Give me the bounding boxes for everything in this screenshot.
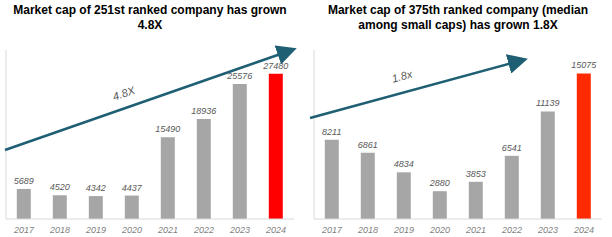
svg-text:2880: 2880 xyxy=(429,178,450,188)
svg-text:4834: 4834 xyxy=(394,159,414,169)
svg-text:4342: 4342 xyxy=(86,183,106,193)
svg-text:2022: 2022 xyxy=(501,225,522,235)
svg-text:6541: 6541 xyxy=(502,143,522,153)
svg-text:3853: 3853 xyxy=(466,169,486,179)
svg-text:2017: 2017 xyxy=(321,225,343,235)
svg-text:2019: 2019 xyxy=(393,225,414,235)
html-text:Market cap of 251st ranked com: Market cap of 251st ranked company has g… xyxy=(13,3,287,32)
svg-text:5689: 5689 xyxy=(14,176,34,186)
svg-text:2020: 2020 xyxy=(429,225,450,235)
svg-text:6861: 6861 xyxy=(358,140,378,150)
svg-text:4.8X: 4.8X xyxy=(111,84,137,103)
svg-text:2024: 2024 xyxy=(265,225,286,235)
svg-text:15490: 15490 xyxy=(155,124,180,134)
svg-text:2022: 2022 xyxy=(193,225,214,235)
svg-text:2021: 2021 xyxy=(465,225,486,235)
svg-text:15075: 15075 xyxy=(571,60,597,70)
svg-text:25576: 25576 xyxy=(226,71,252,81)
svg-text:2023: 2023 xyxy=(537,225,558,235)
svg-text:8211: 8211 xyxy=(322,127,341,137)
svg-text:4437: 4437 xyxy=(122,183,143,193)
svg-text:2023: 2023 xyxy=(229,225,250,235)
svg-text:11139: 11139 xyxy=(536,98,560,108)
svg-text:2019: 2019 xyxy=(85,225,106,235)
svg-text:1.8x: 1.8x xyxy=(390,68,414,85)
svg-text:18936: 18936 xyxy=(191,106,216,116)
svg-text:4520: 4520 xyxy=(50,182,70,192)
svg-text:2018: 2018 xyxy=(357,225,378,235)
svg-text:27480: 27480 xyxy=(262,61,288,71)
svg-text:2021: 2021 xyxy=(157,225,178,235)
svg-text:2017: 2017 xyxy=(13,225,35,235)
html-text:Market cap of 375th ranked com: Market cap of 375th ranked company (medi… xyxy=(328,3,588,32)
svg-text:2020: 2020 xyxy=(121,225,142,235)
svg-text:2024: 2024 xyxy=(573,225,594,235)
svg-text:2018: 2018 xyxy=(49,225,70,235)
